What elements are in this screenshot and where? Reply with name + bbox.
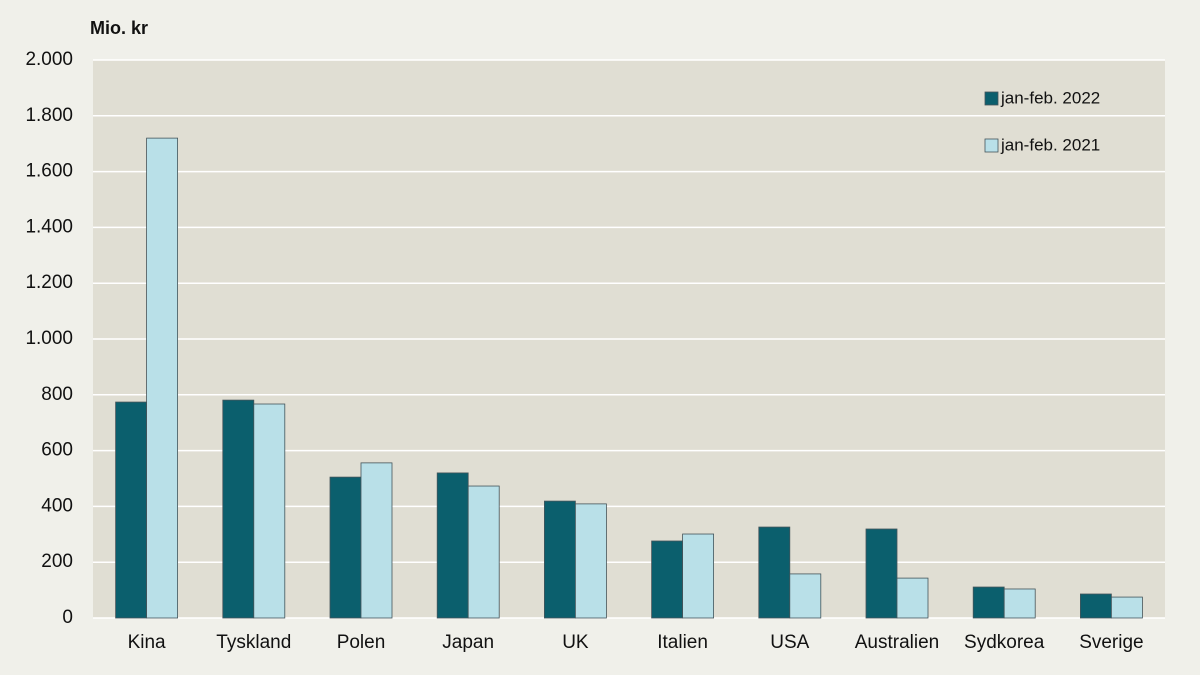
- x-tick-label: Sydkorea: [964, 632, 1045, 653]
- y-tick-label: 1.600: [25, 161, 73, 182]
- legend-label: jan-feb. 2022: [1000, 88, 1100, 107]
- bar: [253, 403, 286, 619]
- bar: [758, 526, 791, 619]
- legend-label: jan-feb. 2021: [1000, 135, 1100, 154]
- bar: [1003, 588, 1036, 619]
- y-tick-label: 0: [62, 607, 73, 628]
- bar: [436, 472, 469, 619]
- x-tick-label: UK: [562, 632, 589, 653]
- y-tick-label: 600: [41, 440, 73, 461]
- bar: [1080, 593, 1112, 619]
- y-axis-title: Mio. kr: [90, 18, 148, 38]
- bar: [865, 528, 898, 619]
- bar: [222, 399, 255, 619]
- x-tick-label: Tyskland: [216, 632, 291, 653]
- y-tick-label: 1.200: [25, 272, 73, 293]
- x-tick-label: Italien: [657, 632, 708, 653]
- legend-swatch: [984, 91, 999, 106]
- bar: [682, 533, 714, 619]
- y-tick-label: 1.400: [25, 216, 73, 237]
- bar: [146, 137, 179, 619]
- bar: [789, 573, 822, 619]
- bar: [896, 577, 929, 619]
- bar: [575, 503, 607, 619]
- bar: [972, 586, 1005, 619]
- x-tick-label: Sverige: [1079, 632, 1143, 653]
- y-tick-label: 1.800: [25, 105, 73, 126]
- y-tick-label: 200: [41, 551, 73, 572]
- x-tick-label: Polen: [337, 632, 386, 653]
- legend-swatch: [984, 138, 999, 153]
- bar: [651, 540, 683, 619]
- bar: [329, 476, 362, 619]
- bar: [1111, 596, 1143, 619]
- x-tick-label: Japan: [442, 632, 494, 653]
- bar: [467, 485, 500, 619]
- y-tick-label: 2.000: [25, 49, 73, 70]
- y-tick-label: 400: [41, 495, 73, 516]
- x-tick-label: Kina: [128, 632, 166, 653]
- bar: [360, 462, 393, 619]
- bar: [544, 500, 576, 619]
- y-tick-label: 800: [41, 384, 73, 405]
- y-tick-label: 1.000: [25, 328, 73, 349]
- bar: [115, 401, 147, 619]
- x-tick-label: USA: [770, 632, 809, 653]
- x-tick-label: Australien: [855, 632, 940, 653]
